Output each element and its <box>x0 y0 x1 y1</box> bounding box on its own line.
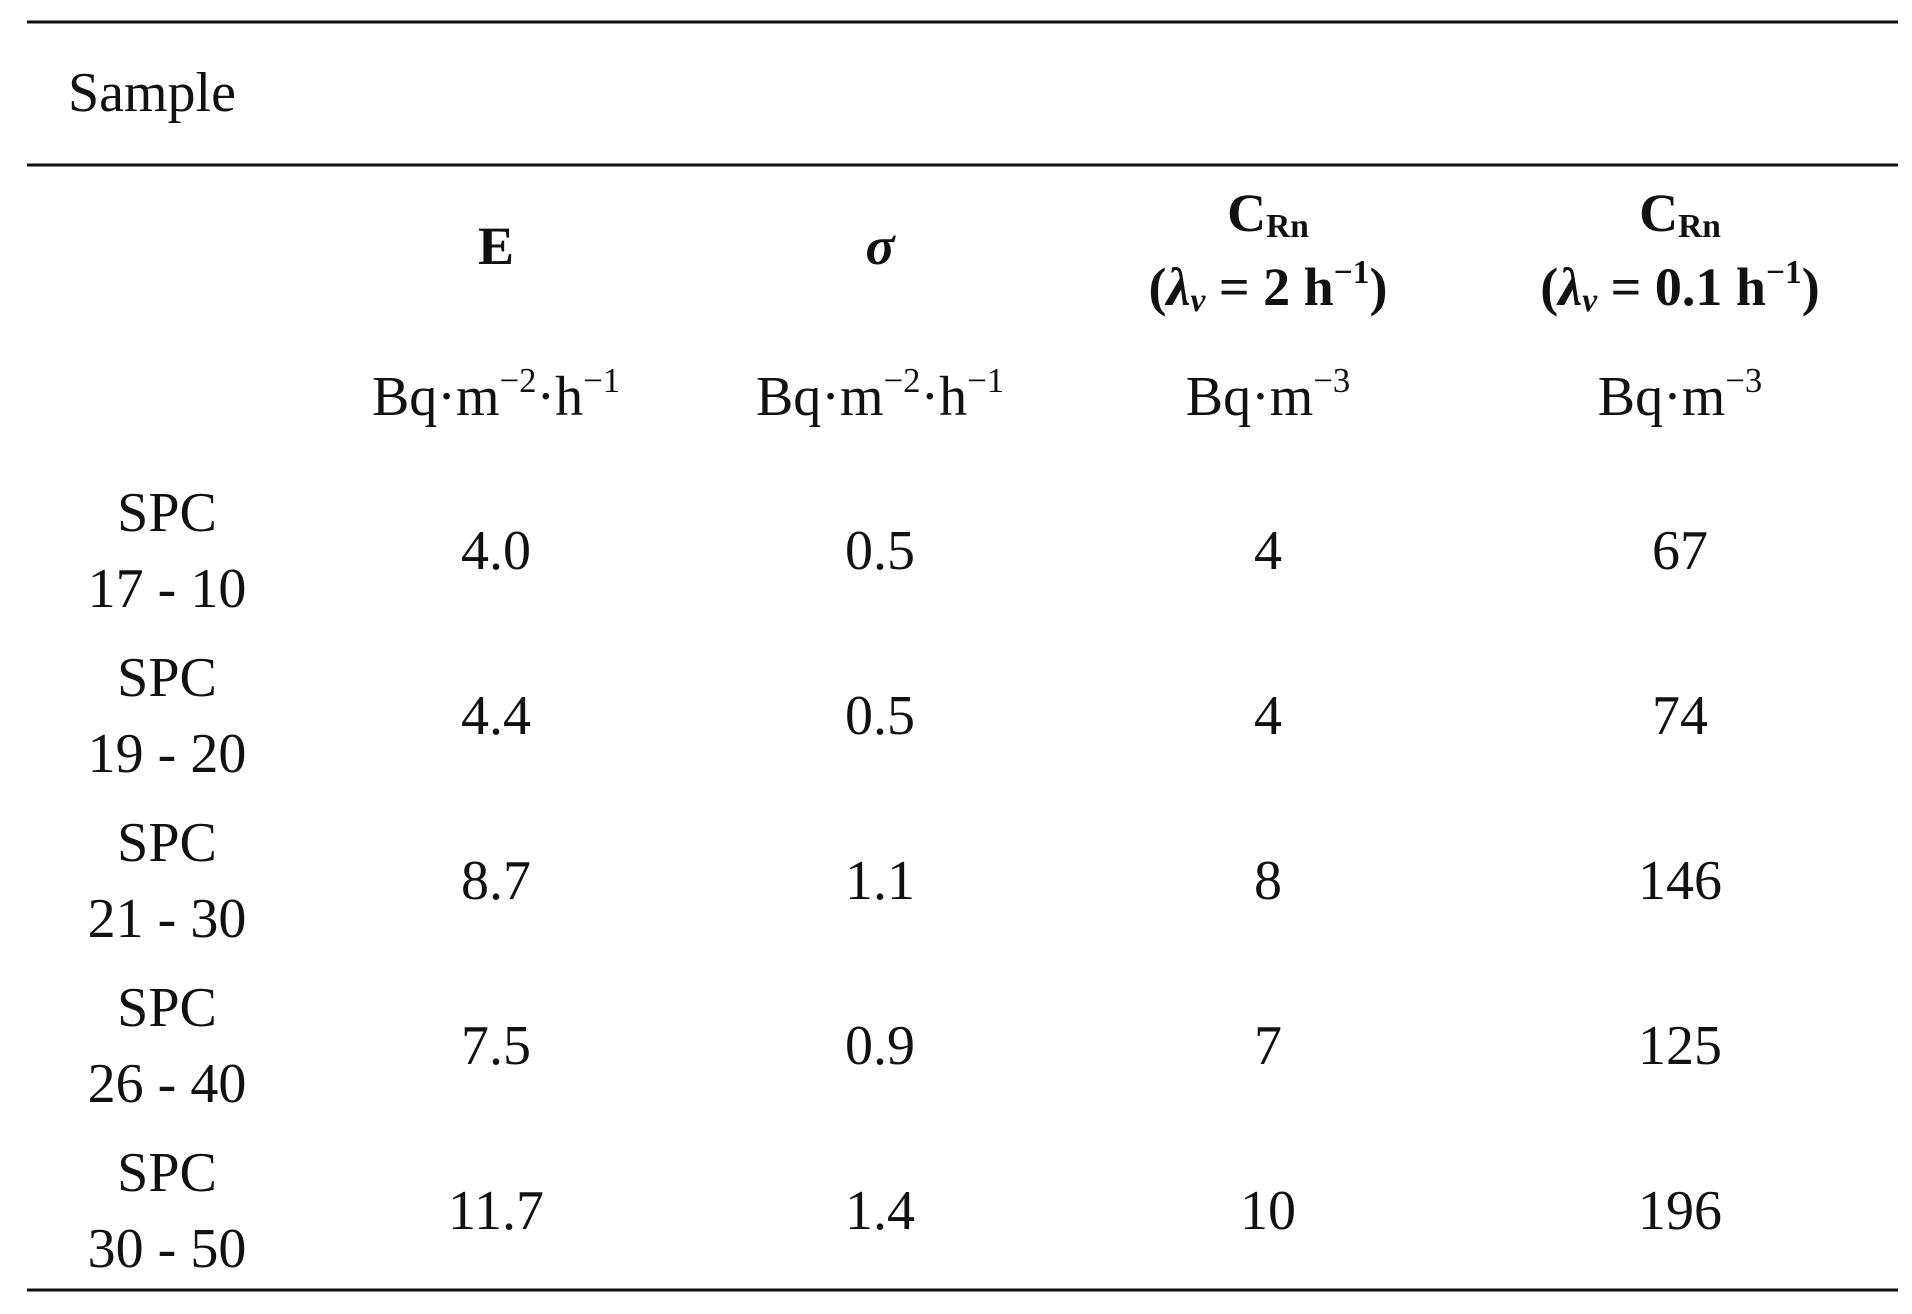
text-segment: Bq·m <box>1598 366 1726 428</box>
cell: 4 <box>1254 520 1282 582</box>
rich-text: CRn <box>1227 183 1309 244</box>
rich-text: Bq·m−3 <box>1186 361 1351 428</box>
text-segment: = 2 h <box>1205 257 1333 317</box>
rich-text: E <box>478 216 514 276</box>
text-segment: −1 <box>583 361 620 400</box>
cell: 7 <box>1254 1015 1282 1077</box>
text-segment: λ <box>1165 257 1191 317</box>
text-segment: ·h <box>536 366 583 428</box>
text-segment: Rn <box>1678 208 1721 245</box>
text-segment: −1 <box>1766 254 1802 291</box>
cell: 125 <box>1638 1015 1722 1077</box>
sample-label: 30 - 50 <box>88 1218 247 1280</box>
text-segment: ( <box>1540 257 1558 317</box>
text-segment: Bq·m <box>1186 366 1314 428</box>
cell: 146 <box>1638 850 1722 912</box>
text-segment: λ <box>1556 257 1582 317</box>
rich-text: (λv = 0.1 h−1) <box>1540 254 1819 319</box>
cell: 196 <box>1638 1180 1722 1242</box>
rich-text: Bq·m−2·h−1 <box>756 361 1004 428</box>
cell: 4 <box>1254 685 1282 747</box>
rich-text: Bq·m−3 <box>1598 361 1763 428</box>
text-segment: σ <box>865 216 896 276</box>
cell: 10 <box>1240 1180 1296 1242</box>
text-segment: v <box>1190 282 1206 319</box>
cell: 67 <box>1652 520 1708 582</box>
cell: 11.7 <box>448 1180 544 1242</box>
sample-label: SPC <box>117 482 217 544</box>
text-segment: −3 <box>1313 361 1350 400</box>
text-segment: C <box>1227 183 1266 243</box>
text-segment: v <box>1582 282 1598 319</box>
rich-text: σ <box>865 216 896 276</box>
text-segment: ·h <box>920 366 967 428</box>
cell: 8.7 <box>461 850 531 912</box>
sample-label: 17 - 10 <box>88 558 247 620</box>
sample-header: Sample <box>68 62 236 124</box>
cell: 7.5 <box>461 1015 531 1077</box>
text-segment: ) <box>1369 257 1387 317</box>
text-segment: ) <box>1802 257 1820 317</box>
cell: 1.1 <box>845 850 915 912</box>
sample-label: SPC <box>117 812 217 874</box>
text-segment: E <box>478 216 514 276</box>
text-segment: Bq·m <box>756 366 884 428</box>
cell: 0.5 <box>845 520 915 582</box>
cell: 8 <box>1254 850 1282 912</box>
text-segment: −2 <box>884 361 921 400</box>
text-segment: −3 <box>1725 361 1762 400</box>
cell: 0.9 <box>845 1015 915 1077</box>
cell: 1.4 <box>845 1180 915 1242</box>
text-segment: Bq·m <box>372 366 500 428</box>
sample-label: SPC <box>117 647 217 709</box>
text-segment: = 0.1 h <box>1597 257 1766 317</box>
cell: 4.0 <box>461 520 531 582</box>
cell: 74 <box>1652 685 1708 747</box>
sample-label: 21 - 30 <box>88 888 247 950</box>
cell: 0.5 <box>845 685 915 747</box>
sample-label: 26 - 40 <box>88 1053 247 1115</box>
text-segment: ( <box>1149 257 1167 317</box>
cell: 4.4 <box>461 685 531 747</box>
text-segment: C <box>1639 183 1678 243</box>
rich-text: Bq·m−2·h−1 <box>372 361 620 428</box>
text-segment: −2 <box>500 361 537 400</box>
rich-text: (λv = 2 h−1) <box>1149 254 1388 319</box>
text-segment: Rn <box>1266 208 1309 245</box>
rich-text: CRn <box>1639 183 1721 244</box>
sample-label: SPC <box>117 977 217 1039</box>
text-segment: −1 <box>1334 254 1370 291</box>
text-segment: −1 <box>967 361 1004 400</box>
sample-label: SPC <box>117 1142 217 1204</box>
sample-label: 19 - 20 <box>88 723 247 785</box>
